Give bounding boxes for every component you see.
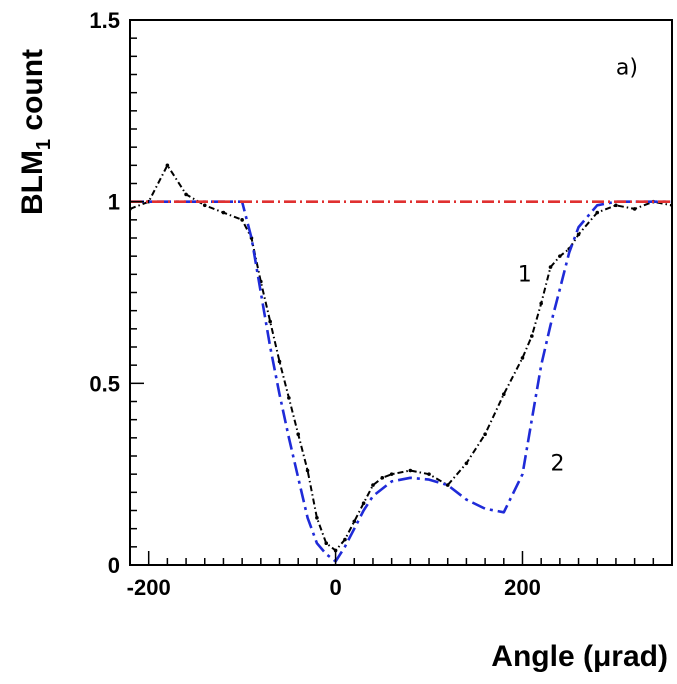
- series-point-1: [576, 232, 581, 237]
- series-point-1: [558, 254, 562, 258]
- series-point-1: [343, 537, 347, 542]
- series-point-1: [315, 515, 319, 520]
- x-axis-label: Angle (μrad): [491, 640, 668, 673]
- x-tick-label: 0: [329, 575, 341, 600]
- y-tick-label: 1.5: [89, 8, 120, 33]
- series-point-1: [361, 501, 366, 506]
- series-point-1: [530, 334, 534, 338]
- series-point-1: [548, 265, 553, 269]
- chart-curves: [130, 163, 672, 563]
- y-axis-label-tail: count: [16, 49, 49, 139]
- series-point-1: [287, 396, 291, 400]
- series-point-1: [277, 359, 282, 364]
- y-axis-label: BLM1 count: [16, 49, 55, 215]
- series-point-1: [324, 541, 329, 545]
- y-tick-label: 1: [108, 190, 120, 215]
- series-point-1: [595, 210, 600, 215]
- series-point-1: [352, 519, 357, 524]
- y-tick-label: 0: [108, 553, 120, 578]
- series-point-1: [202, 203, 207, 208]
- series-line-2: [130, 200, 672, 563]
- series-point-1: [520, 356, 525, 360]
- series-point-1: [501, 392, 506, 397]
- series-point-1: [305, 468, 310, 473]
- x-tick-label: -200: [127, 575, 171, 600]
- plot-frame: [129, 19, 673, 566]
- series-point-1: [240, 218, 244, 222]
- annotation-2: 2: [551, 452, 565, 477]
- series-point-1: [333, 548, 338, 553]
- y-axis-label-subscript: 1: [33, 139, 55, 150]
- series-point-1: [427, 472, 431, 476]
- series-point-1: [371, 483, 375, 487]
- axis-ticks: [129, 19, 673, 566]
- series-point-1: [483, 432, 487, 437]
- x-tick-label: 200: [504, 575, 541, 600]
- series-point-1: [268, 319, 272, 324]
- series-point-1: [408, 468, 413, 473]
- annotations: a) 1 2: [518, 56, 638, 477]
- series-point-1: [165, 163, 170, 168]
- series-point-1: [296, 432, 301, 437]
- series-point-1: [632, 207, 637, 211]
- annotation-0: a): [616, 56, 638, 81]
- annotation-1: 1: [518, 263, 532, 288]
- y-axis-label-main: BLM: [16, 150, 49, 215]
- series-point-1: [389, 472, 394, 476]
- series-point-1: [614, 203, 618, 208]
- axis-tick-labels: -200 0 200 0 0.5 1 1.5: [89, 8, 540, 600]
- y-tick-label: 0.5: [89, 371, 120, 396]
- series-point-1: [184, 192, 188, 197]
- series-point-1: [221, 210, 226, 215]
- series-point-1: [445, 483, 450, 487]
- series-line-1: [130, 164, 672, 552]
- series-point-1: [539, 301, 543, 306]
- series-point-1: [464, 461, 469, 466]
- series-point-1: [380, 476, 385, 480]
